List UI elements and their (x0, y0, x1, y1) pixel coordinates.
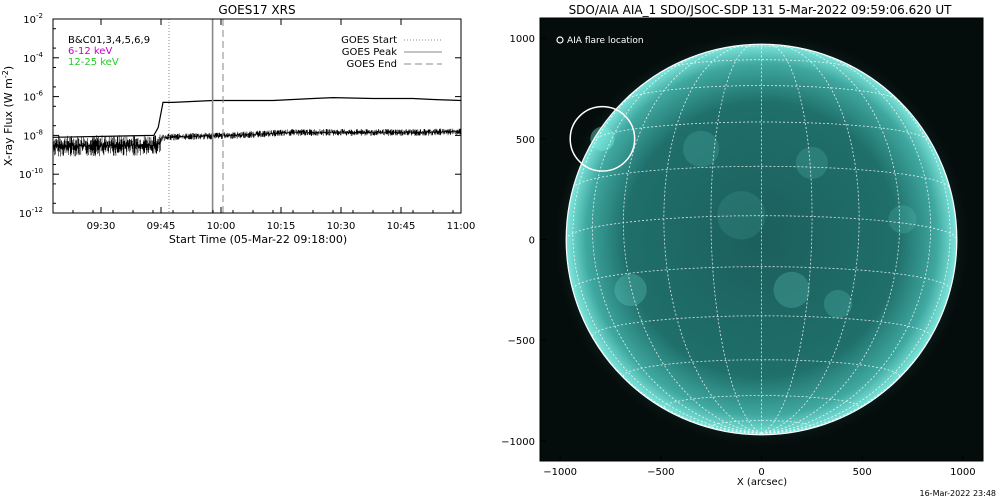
goes-y-axis-label: X-ray Flux (W m-2) (1, 66, 15, 166)
goes-xrs-chart: GOES17 XRS 10-12 10-10 10-8 10-6 10-4 10-2 09… (1, 3, 475, 246)
grid-line (761, 62, 951, 434)
goes-x-tick-label: 10:00 (207, 221, 236, 232)
grid-line (591, 48, 762, 434)
goes-long-channel-line (53, 96, 461, 138)
active-region-glow (888, 205, 917, 234)
goes-x-tick-label: 10:30 (327, 221, 356, 232)
grid-line (761, 239, 958, 434)
goes-y-tick-label: 10-10 (19, 167, 43, 181)
active-region-glow (682, 130, 720, 168)
goes-event-lines (168, 19, 224, 213)
aia-x-tick-label: −500 (647, 467, 674, 478)
goes-x-tick-label: 09:30 (87, 221, 116, 232)
goes-short-channel-noise (53, 128, 461, 157)
goes-y-tick-label: 10-4 (23, 51, 43, 65)
goes-x-tick-label: 10:15 (267, 221, 296, 232)
aia-y-tick-label: −500 (508, 336, 535, 347)
goes-y-tick-label: 10-8 (23, 128, 43, 142)
active-region-glow (773, 271, 810, 308)
grid-line (761, 45, 901, 434)
grid-line (623, 359, 900, 377)
active-region-glow (590, 126, 615, 151)
goes-plot-frame (52, 18, 462, 214)
active-region-glow (717, 191, 766, 240)
aia-x-axis-label: X (arcsec) (737, 477, 787, 488)
goes-y-tick-label: 10-12 (19, 206, 43, 220)
aia-x-tick-label: 0 (758, 467, 764, 478)
goes-legend-channel: B&C01,3,4,5,6,9 (68, 35, 150, 46)
aia-legend-symbol (556, 36, 564, 44)
grid-line (593, 121, 930, 141)
goes-legend-event-label: GOES Start (341, 35, 397, 46)
grid-line (572, 165, 951, 189)
goes-chart-title: GOES17 XRS (218, 3, 295, 17)
grid-line (591, 315, 932, 337)
aia-y-tick-label: 0 (529, 236, 535, 247)
goes-x-axis-label: Start Time (05-Mar-22 09:18:00) (169, 233, 347, 246)
goes-data-layer (53, 96, 461, 157)
grid-line (624, 85, 899, 101)
aia-x-tick-label: 500 (853, 467, 872, 478)
aia-y-axis: −1000 −500 0 500 1000 (501, 34, 546, 448)
footer-date: 16-Mar-2022 23:48 (920, 489, 997, 498)
grid-line (710, 43, 762, 434)
goes-y-tick-label: 10-6 (23, 90, 43, 104)
aia-y-tick-label: 1000 (510, 34, 535, 45)
aia-image-panel: SDO/AIA AIA_1 SDO/JSOC-SDP 131 5-Mar-202… (501, 3, 984, 488)
goes-legend-event-label: GOES End (347, 59, 397, 70)
goes-x-tick-label: 10:45 (387, 221, 416, 232)
aia-x-tick-label: −1000 (543, 467, 577, 478)
goes-y-tick-label: 10-2 (23, 12, 43, 26)
grid-line (572, 266, 951, 290)
goes-legend-channel: 6-12 keV (68, 46, 112, 57)
goes-legend-channel: 12-25 keV (68, 57, 119, 68)
grid-line (663, 44, 762, 434)
grid-line (565, 215, 958, 240)
goes-x-tick-label: 09:45 (147, 221, 176, 232)
active-region-glow (614, 273, 647, 306)
aia-x-axis: −1000 −500 0 500 1000 (543, 455, 976, 478)
aia-y-tick-label: 500 (516, 135, 535, 146)
grid-line (761, 48, 932, 434)
aia-image-content (540, 18, 983, 461)
heliographic-grid (565, 43, 958, 434)
aia-y-tick-label: −1000 (501, 437, 535, 448)
goes-legend-event-label: GOES Peak (342, 47, 397, 58)
aia-x-tick-label: 1000 (950, 467, 975, 478)
grid-line (572, 62, 762, 434)
active-region-glow (823, 289, 853, 319)
grid-line (761, 44, 860, 434)
grid-line (716, 45, 807, 50)
flare-location-marker (569, 105, 636, 172)
goes-x-axis: 09:30 09:45 10:00 10:15 10:30 10:45 11:00 (52, 19, 476, 232)
solar-limb (565, 43, 958, 436)
aia-image-title: SDO/AIA AIA_1 SDO/JSOC-SDP 131 5-Mar-202… (569, 3, 953, 17)
active-regions (590, 126, 917, 319)
goes-x-tick-label: 11:00 (447, 221, 476, 232)
grid-line (761, 43, 813, 434)
active-region-glow (795, 146, 828, 180)
grid-line (663, 395, 860, 408)
aia-legend-label: AIA flare location (567, 36, 644, 46)
grid-line (622, 45, 762, 434)
